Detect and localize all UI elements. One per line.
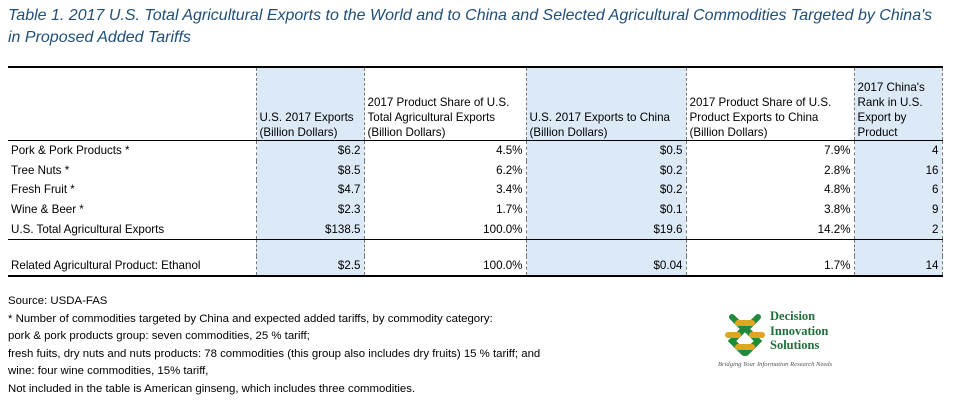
table-cell: 1.7%	[686, 255, 855, 277]
table-cell: 9	[853, 199, 943, 220]
table-cell: 3.8%	[686, 199, 855, 220]
table-row: Pork & Pork Products * $6.2 4.5% $0.5 7.9% 4	[8, 140, 943, 161]
logo-tagline: Bridging Your Information Research Needs	[718, 361, 833, 368]
table-row: U.S. Total Agricultural Exports $138.5 100…	[8, 219, 943, 240]
header-line: U.S. 2017 Exports to China	[529, 111, 671, 124]
table-cell	[364, 239, 527, 256]
row-label: Tree Nuts *	[11, 163, 70, 177]
header-cell: 2017 Product Share of U.S. Total Agricult…	[364, 66, 527, 141]
header-line: Rank in U.S.	[857, 96, 923, 109]
table-cell: $0.1	[525, 199, 687, 220]
table-cell	[853, 239, 943, 256]
table-cell: $0.04	[525, 255, 687, 277]
table-cell: $0.2	[525, 160, 687, 181]
header-cell: U.S. 2017 Exports (Billion Dollars)	[255, 66, 365, 141]
row-label: Fresh Fruit *	[11, 183, 75, 197]
header-row: U.S. 2017 Exports (Billion Dollars) 2017 …	[8, 66, 943, 141]
chain-link-logo-icon	[725, 314, 765, 356]
table-cell: 6.2%	[364, 160, 527, 181]
table-row: Tree Nuts * $8.5 6.2% $0.2 2.8% 16	[8, 160, 943, 181]
table-title: Table 1. 2017 U.S. Total Agricultural Ex…	[8, 7, 933, 46]
row-label: U.S. Total Agricultural Exports	[8, 219, 256, 240]
header-line: Product	[857, 126, 898, 139]
logo-wordmark: Decision Innovation Solutions	[770, 309, 829, 352]
header-line: (Billion Dollars)	[259, 126, 338, 139]
header-cell	[8, 66, 256, 141]
table-cell: 7.9%	[686, 140, 855, 161]
table-cell	[686, 239, 855, 256]
table-row: Wine & Beer * $2.3 1.7% $0.1 3.8% 9	[8, 199, 943, 220]
footnote-line: pork & pork products group: seven commod…	[8, 330, 310, 342]
row-label: Pork & Pork Products *	[11, 144, 130, 158]
header-line: Total Agricultural Exports	[367, 111, 496, 124]
table-row	[8, 239, 943, 256]
row-label	[8, 239, 256, 256]
header-line: 2017 Product Share of U.S.	[689, 96, 832, 109]
table-cell: 14.2%	[686, 219, 855, 240]
table-cell: 16	[853, 160, 943, 181]
footnote-line: * Number of commodities targeted by Chin…	[8, 312, 493, 325]
table-cell: 4	[853, 140, 943, 161]
header-cell: 2017 China's Rank in U.S. Export by Product	[853, 66, 943, 141]
table-cell: $0.5	[525, 140, 687, 161]
table-cell: $8.5	[255, 160, 365, 181]
row-label: Related Agricultural Product: Ethanol	[8, 255, 256, 277]
table-cell	[525, 239, 687, 256]
header-cell: 2017 Product Share of U.S. Product Export…	[686, 66, 855, 141]
table-cell: 4.5%	[364, 140, 527, 161]
table-cell: 3.4%	[364, 180, 527, 200]
table-cell: $2.5	[255, 255, 365, 277]
table-cell: 1.7%	[364, 199, 527, 220]
table-cell: $138.5	[255, 219, 365, 240]
header-cell: U.S. 2017 Exports to China (Billion Dolla…	[525, 66, 687, 141]
table-cell: 100.0%	[364, 219, 527, 240]
header-line: Export by	[857, 111, 907, 124]
table-cell: 4.8%	[686, 180, 855, 200]
header-line: Product Exports to China	[689, 111, 819, 124]
footnotes: Source: USDA-FAS * Number of commodities …	[8, 293, 708, 398]
footnote-line: Not included in the table is American gi…	[8, 382, 416, 395]
source-note: Source: USDA-FAS	[8, 295, 108, 307]
header-line: 2017 Product Share of U.S.	[367, 96, 510, 109]
table-cell: 2	[853, 219, 943, 240]
table-cell: 2.8%	[686, 160, 855, 181]
header-line: (Billion Dollars)	[689, 126, 768, 139]
table-cell: $2.3	[255, 199, 365, 220]
table-cell: $0.2	[525, 180, 687, 200]
table-cell: $4.7	[255, 180, 365, 200]
company-logo: Decision Innovation Solutions Bridging Y…	[716, 305, 896, 377]
table-cell: $6.2	[255, 140, 365, 161]
table-cell: $19.6	[525, 219, 687, 240]
footnote-line: wine: four wine commodities, 15% tariff,	[8, 365, 209, 377]
table-cell: 100.0%	[364, 255, 527, 277]
header-line: 2017 China's	[857, 81, 925, 94]
header-line: U.S. 2017 Exports	[259, 111, 354, 124]
header-line: (Billion Dollars)	[529, 126, 608, 139]
row-label: Wine & Beer *	[11, 203, 84, 217]
table-row: Fresh Fruit * $4.7 3.4% $0.2 4.8% 6	[8, 180, 943, 200]
table-row: Related Agricultural Product: Ethanol $2.…	[8, 255, 943, 277]
exports-table: U.S. 2017 Exports (Billion Dollars) 2017 …	[8, 66, 943, 277]
table-cell: 6	[853, 180, 943, 200]
table-cell	[255, 239, 365, 256]
header-line: (Billion Dollars)	[367, 126, 446, 139]
table-cell: 14	[853, 255, 943, 277]
footnote-line: fresh fuits, dry nuts and nuts products:…	[8, 347, 541, 360]
